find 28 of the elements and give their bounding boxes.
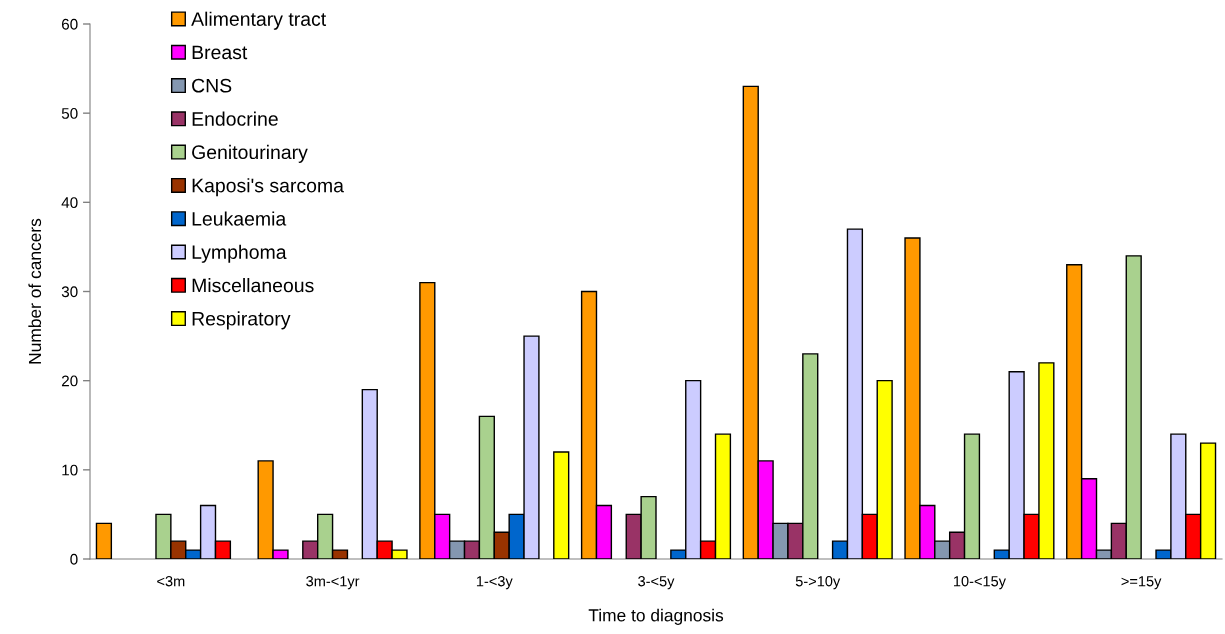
legend-label: Lymphoma — [192, 244, 287, 263]
legend-label: Genitourinary — [192, 144, 308, 163]
y-tick-label: 20 — [61, 375, 78, 387]
legend-label: Alimentary tract — [191, 11, 327, 30]
y-tick-label: 40 — [61, 197, 78, 209]
legend-label: Kaposi's sarcoma — [192, 178, 344, 197]
x-tick-label: >=15y — [1121, 576, 1162, 590]
y-tick-label: 10 — [62, 464, 78, 476]
legend-label: Respiratory — [192, 311, 291, 330]
legend-label: Miscellaneous — [192, 278, 314, 293]
y-tick-label: 0 — [70, 553, 78, 565]
y-tick-label: 60 — [61, 18, 78, 30]
y-tick-label: 30 — [61, 286, 78, 298]
y-axis-title: Number of cancers — [28, 218, 42, 364]
bar — [553, 451, 570, 559]
bar — [95, 522, 113, 559]
x-tick-label: 10-<15y — [953, 576, 1006, 590]
legend-label: CNS — [192, 78, 232, 93]
legend-label: Breast — [192, 45, 248, 60]
x-tick-label: 3-<5y — [638, 576, 675, 590]
x-axis-title: Time to diagnosis — [588, 608, 724, 625]
y-tick-label: 50 — [61, 108, 78, 119]
x-tick-label: 1-<3y — [476, 576, 513, 590]
legend-label: Leukaemia — [192, 211, 287, 226]
x-tick-label: <3m — [157, 576, 185, 587]
x-tick-label: 3m-<1yr — [306, 576, 360, 590]
legend-label: Endocrine — [192, 111, 278, 126]
x-tick-label: 5->10y — [795, 576, 841, 590]
